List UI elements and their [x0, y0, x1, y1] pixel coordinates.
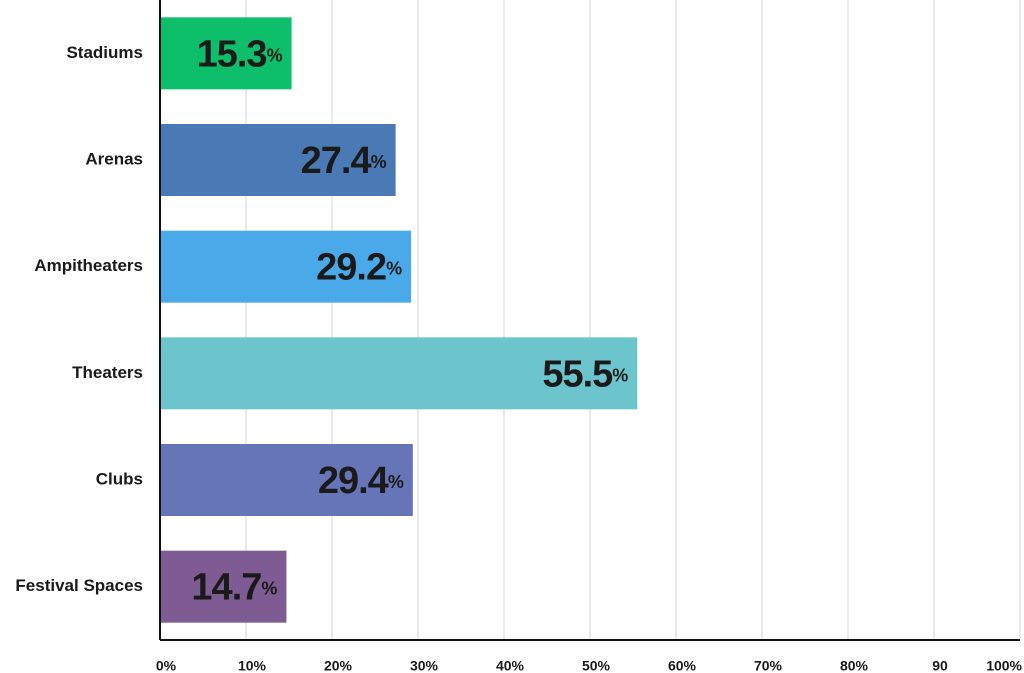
bar: [160, 444, 413, 516]
value-label: 29.4%: [318, 460, 404, 502]
y-tick-label: Clubs: [96, 469, 143, 488]
value-label: 29.2%: [316, 247, 402, 289]
x-tick-label: 100%: [986, 658, 1022, 673]
bar: [160, 124, 396, 196]
x-tick-label: 0%: [156, 658, 177, 673]
bar: [160, 230, 412, 303]
bar: [160, 17, 292, 90]
value-label: 15.3%: [197, 33, 283, 75]
x-tick-label: 70%: [754, 658, 783, 673]
y-tick-label: Stadiums: [66, 43, 143, 62]
x-tick-label: 90: [932, 658, 948, 673]
y-tick-label: Theaters: [72, 363, 143, 382]
x-tick-label: 60%: [668, 658, 697, 673]
y-tick-label: Festival Spaces: [15, 576, 143, 595]
x-tick-label: 20%: [324, 658, 353, 673]
x-tick-label: 30%: [410, 658, 439, 673]
value-label: 27.4%: [301, 140, 387, 182]
value-label: 55.5%: [542, 353, 628, 395]
y-tick-label: Ampitheaters: [34, 256, 143, 275]
x-tick-label: 50%: [582, 658, 611, 673]
value-label: 14.7%: [191, 567, 277, 609]
x-tick-label: 40%: [496, 658, 525, 673]
x-tick-label: 10%: [238, 658, 267, 673]
bar: [160, 337, 638, 410]
x-tick-label: 80%: [840, 658, 869, 673]
y-tick-label: Arenas: [85, 149, 143, 168]
bar: [160, 550, 287, 623]
